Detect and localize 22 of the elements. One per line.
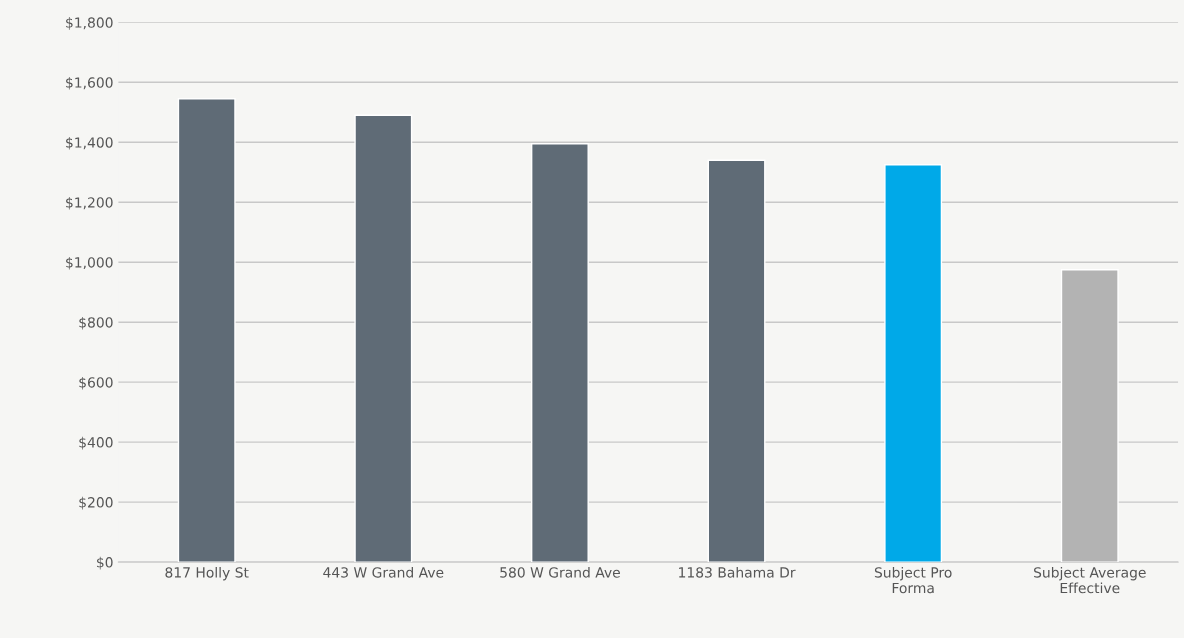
x-tick-label: 1183 Bahama Dr [679,566,796,578]
y-tick-label: $1,400 [66,137,113,150]
x-tick-label: 817 Holly St [165,566,249,581]
y-tick-label: $1,000 [66,256,113,270]
y-tick-label: $200 [79,496,113,510]
x-tick-label: Subject Average Effective [1034,566,1146,594]
bar [1060,269,1119,563]
x-tick-label: 443 W Grand Ave [323,566,444,578]
y-tick-label: $400 [79,436,113,450]
x-tick-label: 580 W Grand Ave [500,566,620,578]
y-tick-label: $1,600 [66,77,113,90]
bar [354,114,413,563]
y-tick-label: $800 [79,316,113,330]
bar [177,98,236,563]
x-tick-label: Subject Pro Forma [874,566,952,594]
y-tick-label: $0 [97,556,113,570]
y-tick-label: $1,800 [66,17,113,30]
bar [884,164,943,563]
bar [707,159,766,563]
y-tick-label: $1,200 [66,196,113,210]
y-tick-label: $600 [79,376,113,390]
bar [530,143,589,563]
